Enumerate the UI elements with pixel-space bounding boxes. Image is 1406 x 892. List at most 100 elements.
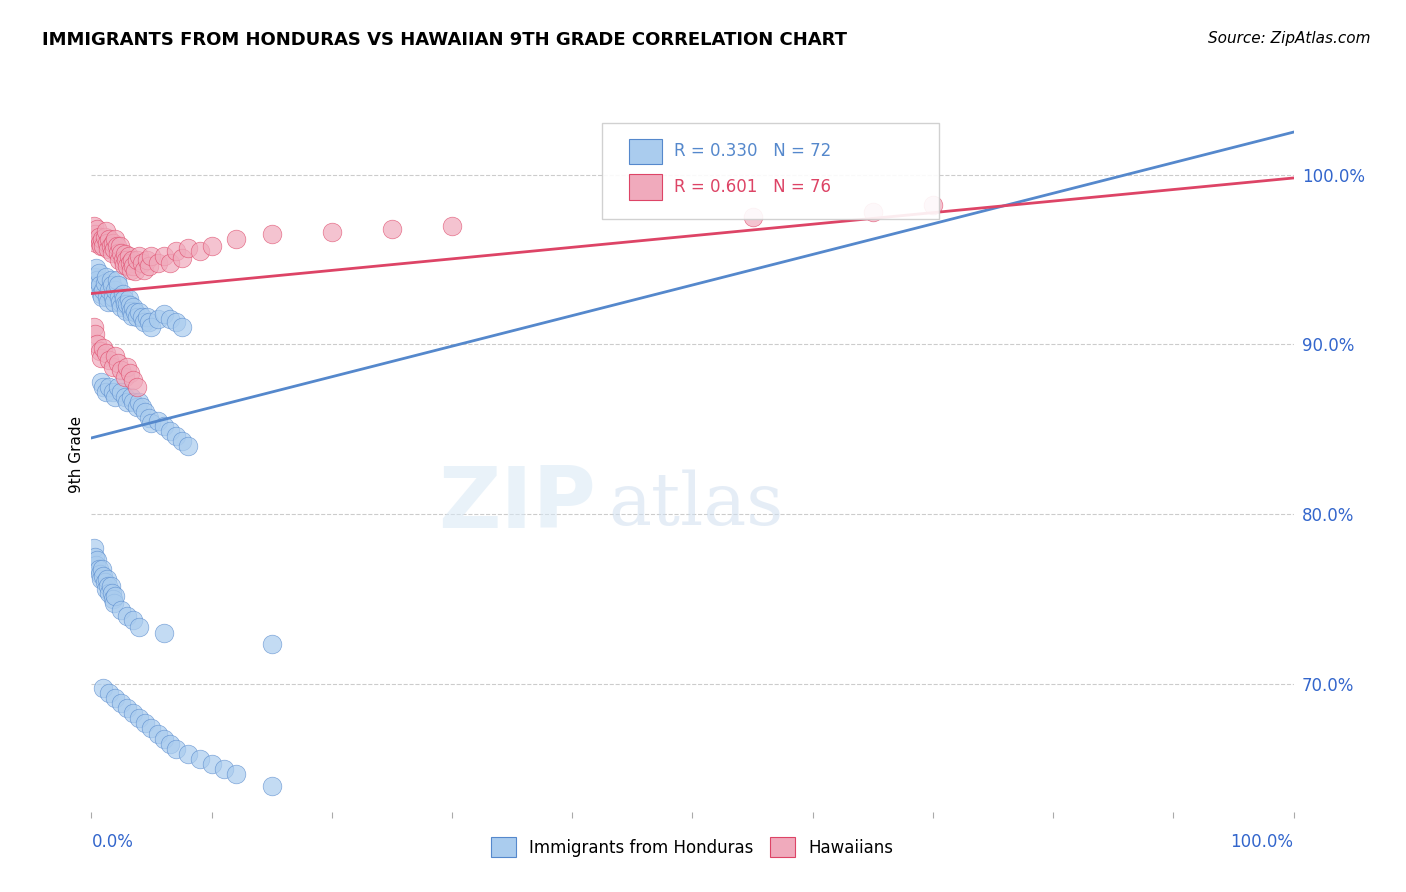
Point (100, 239, 122, 253)
Point (188, 244, 211, 258)
Point (122, 395, 145, 409)
Point (83, 541, 105, 556)
Point (110, 602, 132, 616)
Point (104, 390, 127, 404)
Point (176, 241, 198, 255)
Point (260, 779, 283, 793)
Point (117, 609, 139, 624)
Point (165, 315, 187, 329)
Point (922, 198, 945, 212)
Point (146, 312, 169, 326)
Point (107, 245, 129, 260)
Point (93, 380, 115, 394)
Point (381, 222, 404, 236)
Point (138, 260, 160, 274)
Point (84, 260, 107, 275)
Point (159, 737, 181, 751)
Point (122, 613, 145, 627)
Point (93, 277, 115, 291)
Point (110, 300, 132, 314)
Point (94, 385, 117, 400)
Point (93, 681, 115, 695)
Point (93, 568, 115, 582)
Point (101, 245, 124, 260)
Point (146, 414, 169, 428)
Point (94, 582, 117, 596)
Point (159, 312, 181, 326)
Point (83, 278, 105, 293)
Point (131, 401, 153, 415)
Point (97, 295, 120, 310)
Point (741, 210, 763, 224)
Point (170, 434, 193, 449)
Point (135, 252, 157, 267)
Point (93, 341, 115, 355)
Point (120, 303, 142, 318)
Point (84, 327, 107, 342)
Point (110, 239, 132, 253)
Point (138, 410, 160, 425)
Point (134, 405, 156, 419)
Point (128, 619, 150, 633)
Point (97, 579, 120, 593)
Point (104, 350, 127, 364)
Y-axis label: 9th Grade: 9th Grade (69, 417, 84, 493)
Point (86, 337, 108, 351)
Point (93, 283, 115, 297)
Point (152, 307, 174, 321)
Point (84, 549, 107, 564)
Point (141, 249, 163, 263)
Point (118, 249, 141, 263)
Point (110, 295, 132, 310)
Point (321, 225, 343, 239)
Point (101, 592, 124, 607)
Legend: Immigrants from Honduras, Hawaiians: Immigrants from Honduras, Hawaiians (485, 830, 900, 864)
Point (93, 230, 115, 244)
Point (121, 252, 143, 267)
Point (165, 244, 187, 258)
Text: ZIP: ZIP (439, 463, 596, 547)
Point (90, 239, 112, 253)
Point (98, 585, 121, 599)
Point (107, 356, 129, 370)
Point (90, 572, 112, 586)
Point (118, 292, 141, 306)
Point (84, 269, 107, 284)
Point (91, 562, 114, 576)
Point (90, 375, 112, 389)
Point (100, 273, 122, 287)
Point (87, 230, 110, 244)
Point (120, 390, 142, 404)
Point (212, 762, 235, 776)
Point (159, 424, 181, 438)
Point (101, 585, 124, 599)
Point (107, 380, 129, 394)
Point (141, 320, 163, 334)
Text: R = 0.330   N = 72: R = 0.330 N = 72 (675, 142, 832, 160)
Point (152, 249, 174, 263)
Point (100, 579, 122, 593)
Point (87, 562, 110, 576)
Point (91, 232, 114, 246)
Point (89, 278, 111, 293)
Point (83, 320, 105, 334)
Point (96, 290, 118, 304)
Point (101, 278, 124, 293)
Point (103, 596, 125, 610)
Point (104, 283, 127, 297)
Point (122, 260, 145, 274)
Point (862, 205, 884, 219)
Point (170, 320, 193, 334)
Point (165, 742, 187, 756)
Point (128, 249, 150, 263)
Point (111, 286, 134, 301)
Point (93, 575, 115, 590)
Point (104, 690, 127, 705)
Point (110, 363, 132, 377)
Point (135, 310, 157, 325)
Point (124, 264, 146, 278)
Point (103, 295, 125, 310)
Point (105, 273, 128, 287)
Point (114, 390, 136, 404)
Point (117, 260, 139, 274)
